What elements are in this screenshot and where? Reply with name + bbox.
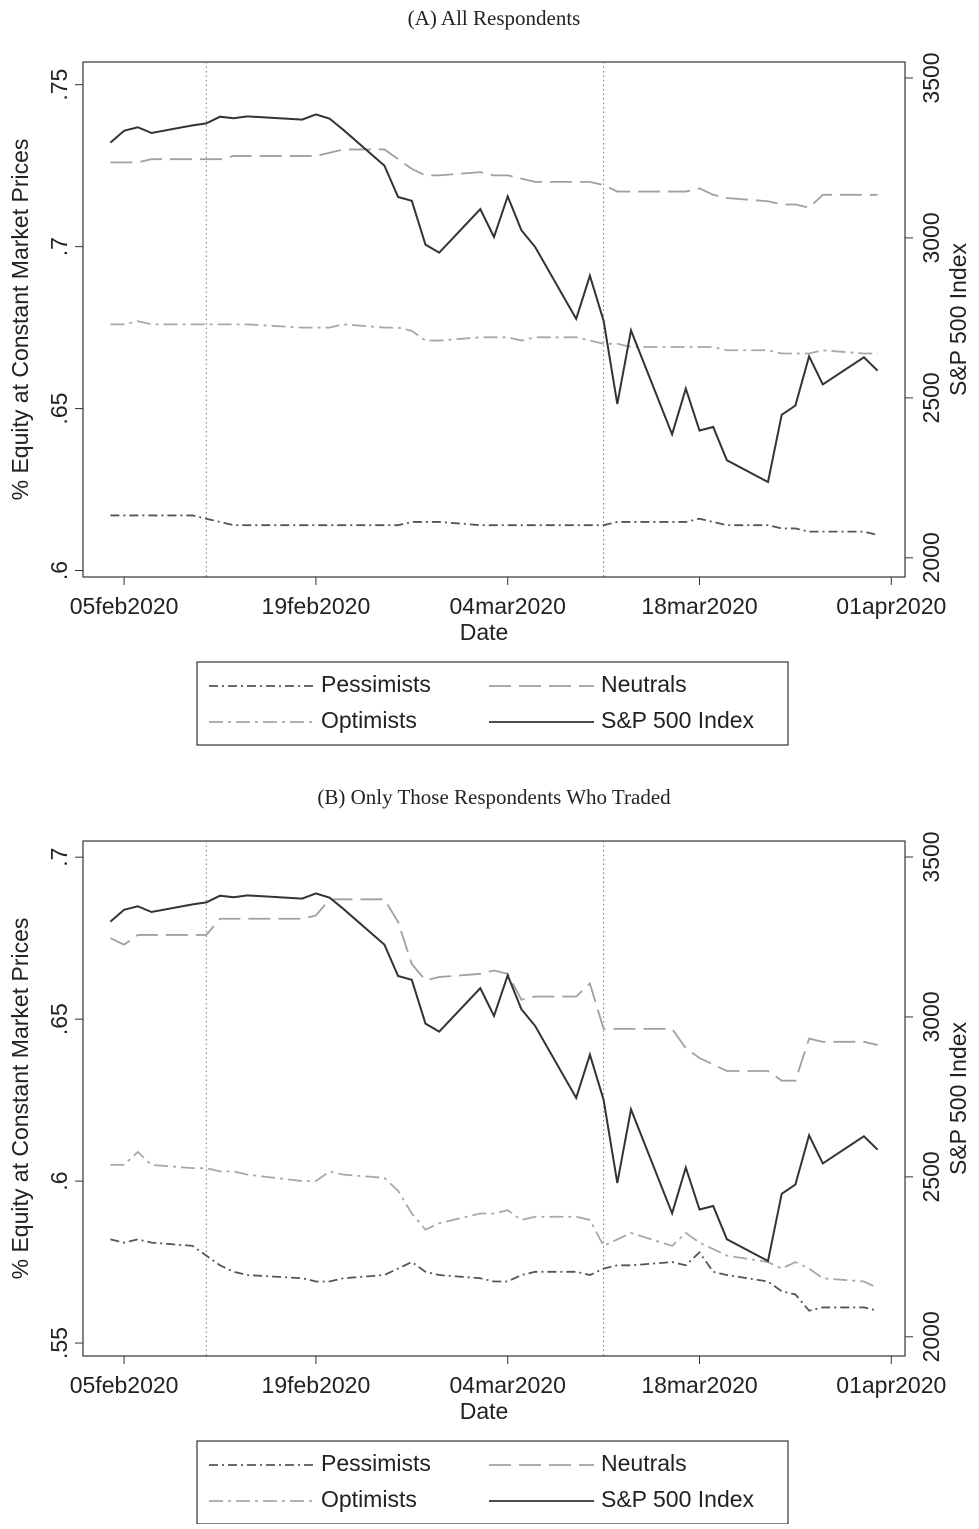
legend-label: S&P 500 Index xyxy=(601,1486,755,1512)
series-line xyxy=(110,514,878,536)
series-line xyxy=(110,148,878,209)
x-tick-label: 04mar2020 xyxy=(450,1372,566,1398)
series-line xyxy=(110,1238,878,1312)
plot-frame xyxy=(82,840,906,1357)
panel: (B) Only Those Respondents Who Traded 05f… xyxy=(7,785,971,1525)
y2-tick-label: 3500 xyxy=(918,831,944,882)
y-tick-label: .55 xyxy=(46,1327,72,1359)
x-tick-label: 19feb2020 xyxy=(262,593,371,619)
series-line xyxy=(110,1150,878,1289)
y2-tick-label: 3500 xyxy=(918,52,944,103)
y-tick-label: .75 xyxy=(46,69,72,101)
x-tick-label: 01apr2020 xyxy=(836,1372,946,1398)
series-line xyxy=(109,113,879,484)
y-tick-label: .65 xyxy=(46,1003,72,1035)
legend-label: S&P 500 Index xyxy=(601,707,755,733)
x-tick-label: 18mar2020 xyxy=(641,593,757,619)
series-line xyxy=(110,898,878,1082)
series-line xyxy=(109,892,879,1263)
y2-tick-label: 3000 xyxy=(918,991,944,1042)
y2-tick-label: 2000 xyxy=(918,532,944,583)
x-tick-label: 05feb2020 xyxy=(70,1372,179,1398)
y2-tick-label: 2500 xyxy=(918,1151,944,1202)
legend-label: Optimists xyxy=(321,1486,417,1512)
x-axis-label: Date xyxy=(460,619,509,645)
y-axis-label: % Equity at Constant Market Prices xyxy=(7,918,33,1280)
legend-label: Pessimists xyxy=(321,1450,431,1476)
legend-label: Neutrals xyxy=(601,1450,687,1476)
legend-label: Neutrals xyxy=(601,671,687,697)
y-axis-label: % Equity at Constant Market Prices xyxy=(7,139,33,501)
y2-tick-label: 2000 xyxy=(918,1311,944,1362)
y2-axis-label: S&P 500 Index xyxy=(945,1021,971,1175)
x-tick-label: 04mar2020 xyxy=(450,593,566,619)
legend-box xyxy=(196,661,789,746)
x-tick-label: 19feb2020 xyxy=(262,1372,371,1398)
x-tick-label: 18mar2020 xyxy=(641,1372,757,1398)
y-tick-label: .6 xyxy=(46,1172,72,1191)
y-tick-label: .7 xyxy=(46,237,72,256)
legend-label: Pessimists xyxy=(321,671,431,697)
series-line xyxy=(110,320,878,355)
plot-frame xyxy=(82,61,906,578)
y-tick-label: .65 xyxy=(46,393,72,425)
y-tick-label: .7 xyxy=(46,848,72,867)
panel-title: (A) All Respondents xyxy=(408,6,581,30)
x-tick-label: 01apr2020 xyxy=(836,593,946,619)
x-axis-label: Date xyxy=(460,1398,509,1424)
panel-title: (B) Only Those Respondents Who Traded xyxy=(317,785,671,809)
panel: (A) All Respondents 05feb2020 19feb2020 04m… xyxy=(7,6,971,746)
y-tick-label: .6 xyxy=(46,561,72,580)
x-tick-label: 05feb2020 xyxy=(70,593,179,619)
legend-label: Optimists xyxy=(321,707,417,733)
y2-tick-label: 2500 xyxy=(918,372,944,423)
y2-tick-label: 3000 xyxy=(918,212,944,263)
y2-axis-label: S&P 500 Index xyxy=(945,242,971,396)
